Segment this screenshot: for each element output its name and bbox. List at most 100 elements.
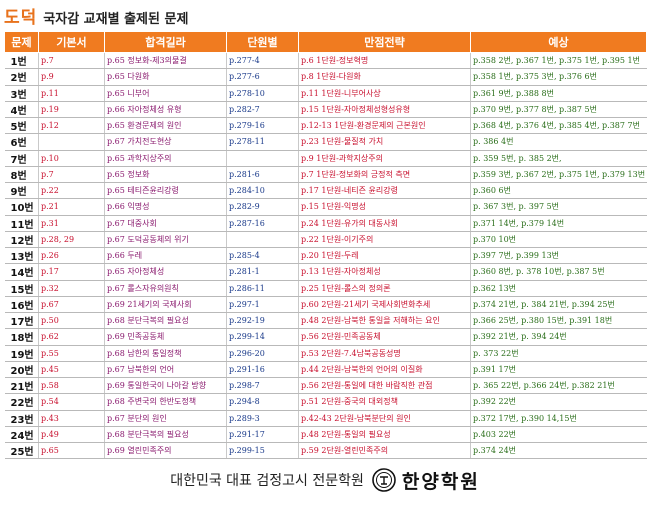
unit-page-cell: p.282-9: [226, 198, 299, 216]
unit-page-cell: p.291-17: [226, 426, 299, 444]
guide-page-cell: p.67 가치전도현상: [104, 133, 227, 151]
textbook-page-cell: p.50: [38, 312, 105, 330]
page-footer: 대한민국 대표 검정고시 전문학원 한양학원: [0, 462, 650, 498]
table-row: 17번 p.50 p.68 분단극복의 필요성 p.292-19 p.48 2단원-남북…: [4, 312, 647, 330]
textbook-page-cell: p.9: [38, 68, 105, 86]
question-number-cell: 9번: [4, 182, 39, 200]
textbook-page-cell: p.45: [38, 361, 105, 379]
textbook-page-cell: p.26: [38, 247, 105, 265]
question-number-cell: 5번: [4, 117, 39, 135]
strategy-page-cell: p.13 1단원-자아정체성: [298, 263, 471, 281]
question-number-cell: 14번: [4, 263, 39, 281]
guide-page-cell: p.66 두레: [104, 247, 227, 265]
unit-page-cell: p.292-19: [226, 312, 299, 330]
unit-page-cell: p.279-16: [226, 117, 299, 135]
unit-page-cell: p.281-1: [226, 263, 299, 281]
unit-page-cell: p.291-16: [226, 361, 299, 379]
textbook-page-cell: p.10: [38, 150, 105, 167]
unit-page-cell: p.298-7: [226, 377, 299, 395]
forecast-pages-cell: p.366 25번, p.380 15번, p.391 18번: [470, 312, 647, 330]
question-number-cell: 1번: [4, 52, 39, 70]
textbook-page-cell: p.49: [38, 426, 105, 444]
strategy-page-cell: p.8 1단원-다원화: [298, 68, 471, 86]
school-name: 한양학원: [401, 470, 480, 493]
guide-page-cell: p.65 정보화-제3의물결: [104, 52, 227, 70]
footer-tagline: 대한민국 대표 검정고시 전문학원: [170, 473, 364, 489]
strategy-page-cell: p.17 1단원-네티즌 윤리강령: [298, 182, 471, 200]
forecast-pages-cell: p.360 8번, p. 378 10번, p.387 5번: [470, 263, 647, 281]
column-header-question: 문제: [4, 31, 39, 53]
table-row: 6번 p.67 가치전도현상 p.278-11 p.23 1단원-물질적 가치 p. 3…: [4, 133, 647, 151]
table-row: 21번 p.58 p.69 통일한국이 나아갈 방향 p.298-7 p.56 2단원-…: [4, 377, 647, 395]
page-subtitle: 국자감 교재별 출제된 문제: [43, 12, 189, 27]
unit-page-cell: p.278-11: [226, 133, 299, 151]
unit-page-cell: p.277-6: [226, 68, 299, 86]
guide-page-cell: p.65 다원화: [104, 68, 227, 86]
strategy-page-cell: p.7 1단원-정보화의 긍정적 측면: [298, 166, 471, 184]
table-row: 16번 p.67 p.69 21세기의 국제사회 p.297-1 p.60 2단원-21…: [4, 296, 647, 314]
table-row: 3번 p.11 p.65 니부어 p.278-10 p.11 1단원-니부어사상 p.36…: [4, 85, 647, 102]
forecast-pages-cell: p.370 9번, p.377 8번, p.387 5번: [470, 101, 647, 119]
question-number-cell: 19번: [4, 345, 39, 362]
table-row: 20번 p.45 p.67 남북한의 언어 p.291-16 p.44 2단원-남북한의…: [4, 361, 647, 379]
guide-page-cell: p.67 롤스자유의원칙: [104, 280, 227, 297]
textbook-page-cell: p.19: [38, 101, 105, 119]
unit-page-cell: [226, 231, 299, 249]
unit-page-cell: p.297-1: [226, 296, 299, 314]
textbook-page-cell: p.7: [38, 166, 105, 184]
strategy-page-cell: p.48 2단원-남북한 통일을 저해하는 요인: [298, 312, 471, 330]
unit-page-cell: p.299-14: [226, 328, 299, 346]
table-row: 11번 p.31 p.67 대중사회 p.287-16 p.24 1단원-유가의 대동사…: [4, 215, 647, 232]
guide-page-cell: p.67 대중사회: [104, 215, 227, 232]
forecast-pages-cell: p. 386 4번: [470, 133, 647, 151]
unit-page-cell: p.289-3: [226, 410, 299, 427]
table-row: 25번 p.65 p.69 열린민족주의 p.299-15 p.59 2단원-열린민족주…: [4, 442, 647, 460]
table-row: 22번 p.54 p.68 주변국의 한반도정책 p.294-8 p.51 2단원-중국…: [4, 393, 647, 411]
table-row: 24번 p.49 p.68 분단극복의 필요성 p.291-17 p.48 2단원-통일…: [4, 426, 647, 444]
forecast-pages-cell: p. 367 3번, p. 397 5번: [470, 198, 647, 216]
hanyang-seal-icon: [372, 468, 396, 492]
question-number-cell: 20번: [4, 361, 39, 379]
unit-page-cell: p.299-15: [226, 442, 299, 460]
guide-page-cell: p.65 환경문제의 원인: [104, 117, 227, 135]
unit-page-cell: p.286-11: [226, 280, 299, 297]
question-number-cell: 4번: [4, 101, 39, 119]
textbook-page-cell: p.32: [38, 280, 105, 297]
forecast-pages-cell: p.391 17번: [470, 361, 647, 379]
guide-page-cell: p.67 도덕공동체의 위기: [104, 231, 227, 249]
question-number-cell: 18번: [4, 328, 39, 346]
guide-page-cell: p.65 정보화: [104, 166, 227, 184]
textbook-page-cell: p.55: [38, 345, 105, 362]
strategy-page-cell: p.53 2단원-7.4남북공동성명: [298, 345, 471, 362]
textbook-page-cell: p.21: [38, 198, 105, 216]
forecast-pages-cell: p. 365 22번, p.366 24번, p.382 21번: [470, 377, 647, 395]
guide-page-cell: p.65 자아정체성: [104, 263, 227, 281]
guide-page-cell: p.65 니부어: [104, 85, 227, 102]
guide-page-cell: p.69 열린민족주의: [104, 442, 227, 460]
textbook-page-cell: p.54: [38, 393, 105, 411]
unit-page-cell: p.296-20: [226, 345, 299, 362]
question-number-cell: 25번: [4, 442, 39, 460]
question-number-cell: 8번: [4, 166, 39, 184]
unit-page-cell: p.278-10: [226, 85, 299, 102]
exam-mapping-table: 문제 기본서 합격길라 단원별 만점전략 예상 1번 p.7 p.65 정보화-제3…: [4, 31, 647, 460]
guide-page-cell: p.68 남한의 통일정책: [104, 345, 227, 362]
strategy-page-cell: p.11 1단원-니부어사상: [298, 85, 471, 102]
question-number-cell: 7번: [4, 150, 39, 167]
textbook-page-cell: p.7: [38, 52, 105, 70]
textbook-page-cell: p.17: [38, 263, 105, 281]
textbook-page-cell: p.11: [38, 85, 105, 102]
unit-page-cell: [226, 150, 299, 167]
guide-page-cell: p.68 분단극복의 필요성: [104, 426, 227, 444]
forecast-pages-cell: p.397 7번, p.399 13번: [470, 247, 647, 265]
table-row: 10번 p.21 p.66 익명성 p.282-9 p.15 1단원-익명성 p. 367…: [4, 198, 647, 216]
forecast-pages-cell: p.374 24번: [470, 442, 647, 460]
forecast-pages-cell: p. 359 5번, p. 385 2번,: [470, 150, 647, 167]
forecast-pages-cell: p.374 21번, p. 384 21번, p.394 25번: [470, 296, 647, 314]
strategy-page-cell: p.6 1단원-정보혁명: [298, 52, 471, 70]
table-row: 13번 p.26 p.66 두레 p.285-4 p.20 1단원-두레 p.397 7번…: [4, 247, 647, 265]
forecast-pages-cell: p.361 9번, p.388 8번: [470, 85, 647, 102]
strategy-page-cell: p.44 2단원-남북한의 언어의 이질화: [298, 361, 471, 379]
question-number-cell: 15번: [4, 280, 39, 297]
guide-page-cell: p.65 과학지상주의: [104, 150, 227, 167]
